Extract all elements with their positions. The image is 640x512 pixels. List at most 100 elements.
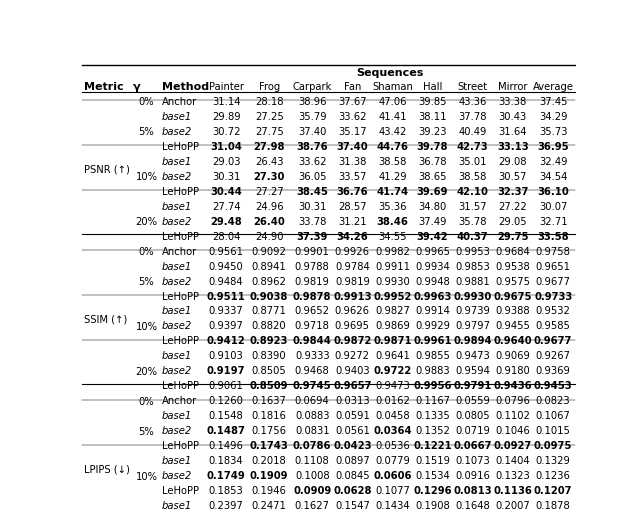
Text: base1: base1	[162, 351, 192, 361]
Text: 0.9901: 0.9901	[295, 247, 330, 257]
Text: 0.1548: 0.1548	[209, 411, 243, 421]
Text: 0.9484: 0.9484	[209, 276, 243, 287]
Text: 0.8509: 0.8509	[250, 381, 289, 391]
Text: 0.9585: 0.9585	[536, 322, 571, 331]
Text: 0.9061: 0.9061	[209, 381, 244, 391]
Text: 34.80: 34.80	[419, 202, 447, 211]
Text: 0.9197: 0.9197	[207, 367, 245, 376]
Text: Fan: Fan	[344, 81, 361, 92]
Text: 0.2007: 0.2007	[495, 501, 530, 511]
Text: 0.0796: 0.0796	[495, 396, 530, 407]
Text: 33.62: 33.62	[298, 157, 326, 167]
Text: 0.1404: 0.1404	[495, 456, 530, 466]
Text: 0.1743: 0.1743	[250, 441, 289, 451]
Text: 0.9911: 0.9911	[375, 262, 410, 271]
Text: 0.9819: 0.9819	[295, 276, 330, 287]
Text: 33.62: 33.62	[338, 112, 367, 122]
Text: 0.9930: 0.9930	[454, 291, 492, 302]
Text: 0.1329: 0.1329	[536, 456, 571, 466]
Text: 0.8962: 0.8962	[252, 276, 287, 287]
Text: 29.03: 29.03	[212, 157, 241, 167]
Text: 0.1102: 0.1102	[495, 411, 530, 421]
Text: 32.71: 32.71	[539, 217, 568, 227]
Text: base2: base2	[162, 426, 192, 436]
Text: base1: base1	[162, 456, 192, 466]
Text: 27.22: 27.22	[499, 202, 527, 211]
Text: 0.1534: 0.1534	[415, 471, 450, 481]
Text: 35.36: 35.36	[378, 202, 406, 211]
Text: 30.31: 30.31	[212, 172, 240, 182]
Text: 0.9468: 0.9468	[295, 367, 330, 376]
Text: 37.67: 37.67	[338, 97, 367, 106]
Text: LeHoPP: LeHoPP	[162, 486, 199, 496]
Text: 0.1519: 0.1519	[415, 456, 450, 466]
Text: 0.9956: 0.9956	[413, 381, 452, 391]
Text: 0.9718: 0.9718	[295, 322, 330, 331]
Text: 0.9412: 0.9412	[207, 336, 246, 347]
Text: base1: base1	[162, 501, 192, 511]
Text: 31.14: 31.14	[212, 97, 241, 106]
Text: 43.36: 43.36	[458, 97, 487, 106]
Text: 33.13: 33.13	[497, 142, 529, 152]
Text: 0.1323: 0.1323	[495, 471, 530, 481]
Text: 29.89: 29.89	[212, 112, 241, 122]
Text: 37.39: 37.39	[296, 231, 328, 242]
Text: 27.27: 27.27	[255, 187, 284, 197]
Text: 37.45: 37.45	[539, 97, 568, 106]
Text: Hall: Hall	[423, 81, 442, 92]
Text: 38.45: 38.45	[296, 187, 328, 197]
Text: 0.9180: 0.9180	[495, 367, 530, 376]
Text: 0.0561: 0.0561	[335, 426, 370, 436]
Text: PSNR (↑): PSNR (↑)	[84, 165, 130, 175]
Text: LeHoPP: LeHoPP	[162, 142, 199, 152]
Text: 0.0883: 0.0883	[295, 411, 330, 421]
Text: 0.0916: 0.0916	[455, 471, 490, 481]
Text: 27.25: 27.25	[255, 112, 284, 122]
Text: 30.44: 30.44	[210, 187, 242, 197]
Text: 0.9894: 0.9894	[453, 336, 492, 347]
Text: 29.08: 29.08	[499, 157, 527, 167]
Text: Sequences: Sequences	[356, 68, 424, 78]
Text: 0.9819: 0.9819	[335, 276, 370, 287]
Text: 29.05: 29.05	[499, 217, 527, 227]
Text: 24.90: 24.90	[255, 231, 284, 242]
Text: 31.57: 31.57	[458, 202, 487, 211]
Text: 39.85: 39.85	[419, 97, 447, 106]
Text: 38.58: 38.58	[458, 172, 487, 182]
Text: 0.9092: 0.9092	[252, 247, 287, 257]
Text: base1: base1	[162, 411, 192, 421]
Text: base1: base1	[162, 262, 192, 271]
Text: 41.41: 41.41	[378, 112, 406, 122]
Text: 0.9272: 0.9272	[335, 351, 370, 361]
Text: 0.9453: 0.9453	[534, 381, 573, 391]
Text: Street: Street	[458, 81, 488, 92]
Text: 39.42: 39.42	[417, 231, 449, 242]
Text: 0.9739: 0.9739	[455, 307, 490, 316]
Text: 36.95: 36.95	[538, 142, 569, 152]
Text: 0.1167: 0.1167	[415, 396, 450, 407]
Text: 27.30: 27.30	[253, 172, 285, 182]
Text: 0.9878: 0.9878	[293, 291, 332, 302]
Text: 31.21: 31.21	[338, 217, 367, 227]
Text: 0.9844: 0.9844	[292, 336, 332, 347]
Text: 32.49: 32.49	[539, 157, 568, 167]
Text: 0.1637: 0.1637	[252, 396, 287, 407]
Text: 0.9626: 0.9626	[335, 307, 370, 316]
Text: 0.8771: 0.8771	[252, 307, 287, 316]
Text: 0.9069: 0.9069	[495, 351, 530, 361]
Text: 0.9881: 0.9881	[455, 276, 490, 287]
Text: 0.0667: 0.0667	[453, 441, 492, 451]
Text: 0.1946: 0.1946	[252, 486, 287, 496]
Text: 0.9733: 0.9733	[534, 291, 572, 302]
Text: γ: γ	[132, 81, 140, 92]
Text: 35.78: 35.78	[458, 217, 487, 227]
Text: 0.0559: 0.0559	[455, 396, 490, 407]
Text: 0.8941: 0.8941	[252, 262, 287, 271]
Text: 34.54: 34.54	[539, 172, 568, 182]
Text: 0.9827: 0.9827	[375, 307, 410, 316]
Text: 0.1221: 0.1221	[413, 441, 452, 451]
Text: 0.9788: 0.9788	[295, 262, 330, 271]
Text: 0.0423: 0.0423	[333, 441, 372, 451]
Text: 5%: 5%	[139, 277, 154, 287]
Text: 0.1756: 0.1756	[252, 426, 287, 436]
